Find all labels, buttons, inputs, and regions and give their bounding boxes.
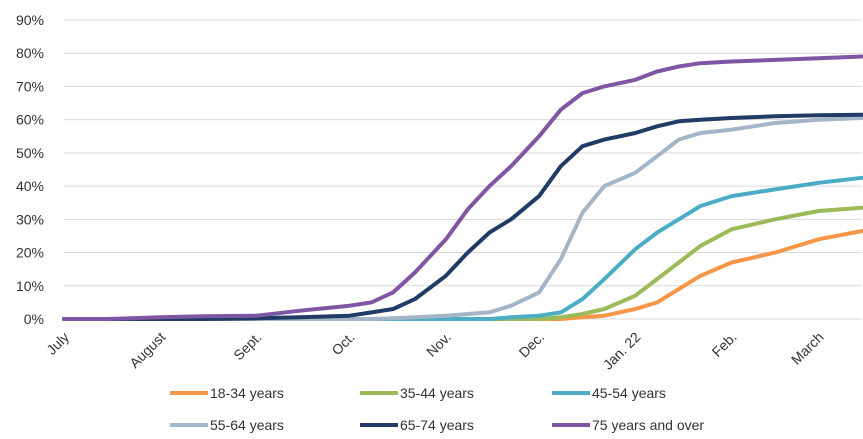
series-line [62,229,863,321]
series-lines [62,54,863,321]
x-tick-label: Nov. [423,329,454,360]
legend-label: 75 years and over [592,417,704,433]
x-axis-ticks: July August Sept. Oct. Nov. Dec. Jan. 22 Feb. Ma… [43,329,826,373]
series-line [62,205,863,321]
y-tick-label: 80% [16,45,44,61]
y-axis-ticks: 0% 10% 20% 30% 40% 50% 60% 70% 80% 90% [16,12,44,327]
x-tick-label: Jan. 22 [600,329,644,373]
legend-label: 18-34 years [210,385,284,401]
y-tick-label: 10% [16,278,44,294]
legend: 18-34 years 35-44 years 45-54 years 55-64 y… [170,385,704,433]
legend-label: 45-54 years [592,385,666,401]
y-tick-label: 40% [16,178,44,194]
y-tick-label: 90% [16,12,44,28]
y-tick-label: 70% [16,78,44,94]
y-tick-label: 20% [16,245,44,261]
x-tick-label: August [126,329,168,371]
x-tick-label: Sept. [230,329,264,363]
y-tick-label: 60% [16,112,44,128]
y-tick-label: 50% [16,145,44,161]
x-tick-label: Feb. [709,329,740,360]
legend-label: 65-74 years [400,417,474,433]
x-tick-label: March [788,329,827,368]
series-line [62,112,863,321]
legend-label: 35-44 years [400,385,474,401]
x-tick-label: Dec. [516,329,548,361]
y-tick-label: 0% [24,311,44,327]
series-line [62,175,863,321]
x-tick-label: Oct. [328,329,357,358]
legend-label: 55-64 years [210,417,284,433]
y-tick-label: 30% [16,211,44,227]
series-line [62,54,863,321]
grid-lines [64,19,862,320]
x-tick-label: July [43,329,72,358]
